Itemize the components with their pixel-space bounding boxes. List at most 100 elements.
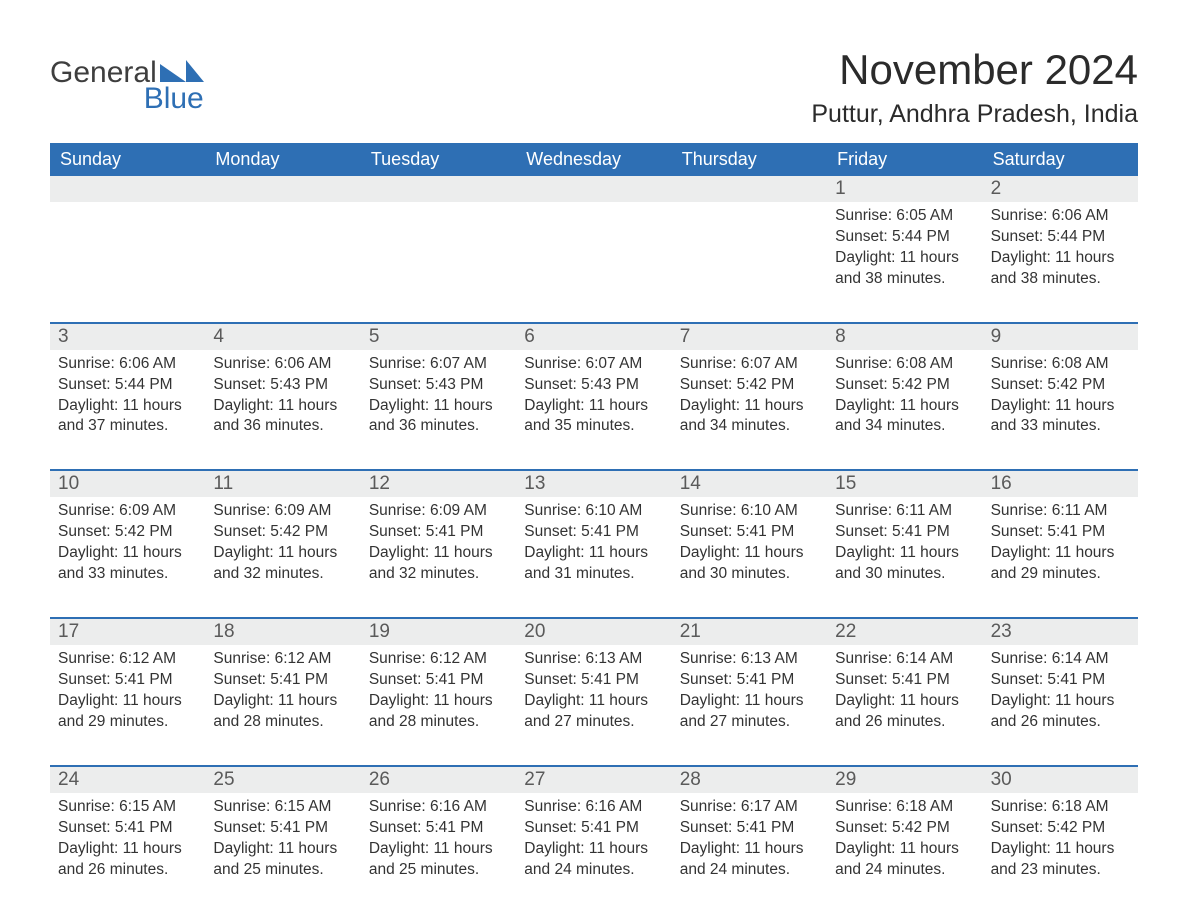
sunset-text: Sunset: 5:41 PM	[835, 522, 974, 543]
daylight-text: Daylight: 11 hours and 23 minutes.	[991, 839, 1130, 881]
sunset-text: Sunset: 5:41 PM	[524, 818, 663, 839]
sunrise-text: Sunrise: 6:18 AM	[835, 797, 974, 818]
daylight-text: Daylight: 11 hours and 37 minutes.	[58, 396, 197, 438]
daylight-text: Daylight: 11 hours and 29 minutes.	[991, 543, 1130, 585]
sunrise-text: Sunrise: 6:12 AM	[213, 649, 352, 670]
day-cell: Sunrise: 6:08 AMSunset: 5:42 PMDaylight:…	[827, 350, 982, 470]
day-cell: Sunrise: 6:08 AMSunset: 5:42 PMDaylight:…	[983, 350, 1138, 470]
day-cell: Sunrise: 6:15 AMSunset: 5:41 PMDaylight:…	[50, 793, 205, 913]
title-block: November 2024 Puttur, Andhra Pradesh, In…	[811, 46, 1138, 129]
sunset-text: Sunset: 5:44 PM	[58, 375, 197, 396]
day-header: Tuesday	[361, 143, 516, 176]
daylight-text: Daylight: 11 hours and 31 minutes.	[524, 543, 663, 585]
sunset-text: Sunset: 5:41 PM	[524, 522, 663, 543]
day-number: 1	[827, 176, 982, 202]
day-cell: Sunrise: 6:11 AMSunset: 5:41 PMDaylight:…	[983, 497, 1138, 617]
day-cell: Sunrise: 6:09 AMSunset: 5:42 PMDaylight:…	[205, 497, 360, 617]
daylight-text: Daylight: 11 hours and 27 minutes.	[680, 691, 819, 733]
sunset-text: Sunset: 5:42 PM	[835, 818, 974, 839]
daylight-text: Daylight: 11 hours and 36 minutes.	[213, 396, 352, 438]
weeks-container: 12Sunrise: 6:05 AMSunset: 5:44 PMDayligh…	[50, 176, 1138, 912]
sunset-text: Sunset: 5:41 PM	[680, 670, 819, 691]
day-number: 23	[983, 619, 1138, 645]
daylight-text: Daylight: 11 hours and 30 minutes.	[835, 543, 974, 585]
day-cell: Sunrise: 6:12 AMSunset: 5:41 PMDaylight:…	[50, 645, 205, 765]
day-cell: Sunrise: 6:05 AMSunset: 5:44 PMDaylight:…	[827, 202, 982, 322]
day-number: 16	[983, 471, 1138, 497]
day-number: 24	[50, 767, 205, 793]
sunrise-text: Sunrise: 6:07 AM	[680, 354, 819, 375]
calendar: SundayMondayTuesdayWednesdayThursdayFrid…	[50, 143, 1138, 912]
sunset-text: Sunset: 5:41 PM	[835, 670, 974, 691]
daylight-text: Daylight: 11 hours and 38 minutes.	[835, 248, 974, 290]
day-header: Friday	[827, 143, 982, 176]
day-number: 8	[827, 324, 982, 350]
daylight-text: Daylight: 11 hours and 30 minutes.	[680, 543, 819, 585]
sunset-text: Sunset: 5:41 PM	[58, 670, 197, 691]
daylight-text: Daylight: 11 hours and 34 minutes.	[835, 396, 974, 438]
day-cell: Sunrise: 6:09 AMSunset: 5:42 PMDaylight:…	[50, 497, 205, 617]
daylight-text: Daylight: 11 hours and 24 minutes.	[524, 839, 663, 881]
day-header: Sunday	[50, 143, 205, 176]
sunrise-text: Sunrise: 6:09 AM	[58, 501, 197, 522]
day-cell: Sunrise: 6:09 AMSunset: 5:41 PMDaylight:…	[361, 497, 516, 617]
sunrise-text: Sunrise: 6:06 AM	[213, 354, 352, 375]
sunrise-text: Sunrise: 6:05 AM	[835, 206, 974, 227]
sunrise-text: Sunrise: 6:17 AM	[680, 797, 819, 818]
sunrise-text: Sunrise: 6:07 AM	[524, 354, 663, 375]
day-number	[205, 176, 360, 202]
sunrise-text: Sunrise: 6:09 AM	[213, 501, 352, 522]
sunset-text: Sunset: 5:41 PM	[680, 522, 819, 543]
week-row: 24252627282930Sunrise: 6:15 AMSunset: 5:…	[50, 765, 1138, 913]
day-number: 2	[983, 176, 1138, 202]
sunset-text: Sunset: 5:42 PM	[991, 818, 1130, 839]
day-number: 14	[672, 471, 827, 497]
day-number: 7	[672, 324, 827, 350]
day-cell: Sunrise: 6:17 AMSunset: 5:41 PMDaylight:…	[672, 793, 827, 913]
sunrise-text: Sunrise: 6:13 AM	[524, 649, 663, 670]
day-cell: Sunrise: 6:18 AMSunset: 5:42 PMDaylight:…	[827, 793, 982, 913]
day-cell: Sunrise: 6:16 AMSunset: 5:41 PMDaylight:…	[361, 793, 516, 913]
sunrise-text: Sunrise: 6:09 AM	[369, 501, 508, 522]
daynum-row: 24252627282930	[50, 767, 1138, 793]
daynum-row: 3456789	[50, 324, 1138, 350]
day-header: Thursday	[672, 143, 827, 176]
day-number: 27	[516, 767, 671, 793]
day-number: 29	[827, 767, 982, 793]
day-number: 28	[672, 767, 827, 793]
day-number	[361, 176, 516, 202]
daynum-row: 10111213141516	[50, 471, 1138, 497]
day-number: 20	[516, 619, 671, 645]
week-row: 10111213141516Sunrise: 6:09 AMSunset: 5:…	[50, 469, 1138, 617]
day-number: 12	[361, 471, 516, 497]
daylight-text: Daylight: 11 hours and 32 minutes.	[213, 543, 352, 585]
day-number: 19	[361, 619, 516, 645]
location-text: Puttur, Andhra Pradesh, India	[811, 100, 1138, 129]
day-cell: Sunrise: 6:06 AMSunset: 5:43 PMDaylight:…	[205, 350, 360, 470]
daylight-text: Daylight: 11 hours and 26 minutes.	[991, 691, 1130, 733]
sunrise-text: Sunrise: 6:12 AM	[369, 649, 508, 670]
sunset-text: Sunset: 5:43 PM	[213, 375, 352, 396]
day-header: Saturday	[983, 143, 1138, 176]
day-number: 17	[50, 619, 205, 645]
sunset-text: Sunset: 5:44 PM	[991, 227, 1130, 248]
day-cell: Sunrise: 6:13 AMSunset: 5:41 PMDaylight:…	[672, 645, 827, 765]
day-cell: Sunrise: 6:16 AMSunset: 5:41 PMDaylight:…	[516, 793, 671, 913]
day-cell: Sunrise: 6:07 AMSunset: 5:42 PMDaylight:…	[672, 350, 827, 470]
daylight-text: Daylight: 11 hours and 32 minutes.	[369, 543, 508, 585]
sunrise-text: Sunrise: 6:16 AM	[369, 797, 508, 818]
week-row: 17181920212223Sunrise: 6:12 AMSunset: 5:…	[50, 617, 1138, 765]
sunrise-text: Sunrise: 6:10 AM	[524, 501, 663, 522]
day-number	[50, 176, 205, 202]
daylight-text: Daylight: 11 hours and 24 minutes.	[680, 839, 819, 881]
daylight-text: Daylight: 11 hours and 27 minutes.	[524, 691, 663, 733]
day-number: 10	[50, 471, 205, 497]
day-header: Monday	[205, 143, 360, 176]
sunrise-text: Sunrise: 6:08 AM	[835, 354, 974, 375]
sunrise-text: Sunrise: 6:11 AM	[991, 501, 1130, 522]
day-cell: Sunrise: 6:14 AMSunset: 5:41 PMDaylight:…	[827, 645, 982, 765]
day-cell: Sunrise: 6:07 AMSunset: 5:43 PMDaylight:…	[516, 350, 671, 470]
day-cell	[205, 202, 360, 322]
sunrise-text: Sunrise: 6:12 AM	[58, 649, 197, 670]
day-cell	[361, 202, 516, 322]
